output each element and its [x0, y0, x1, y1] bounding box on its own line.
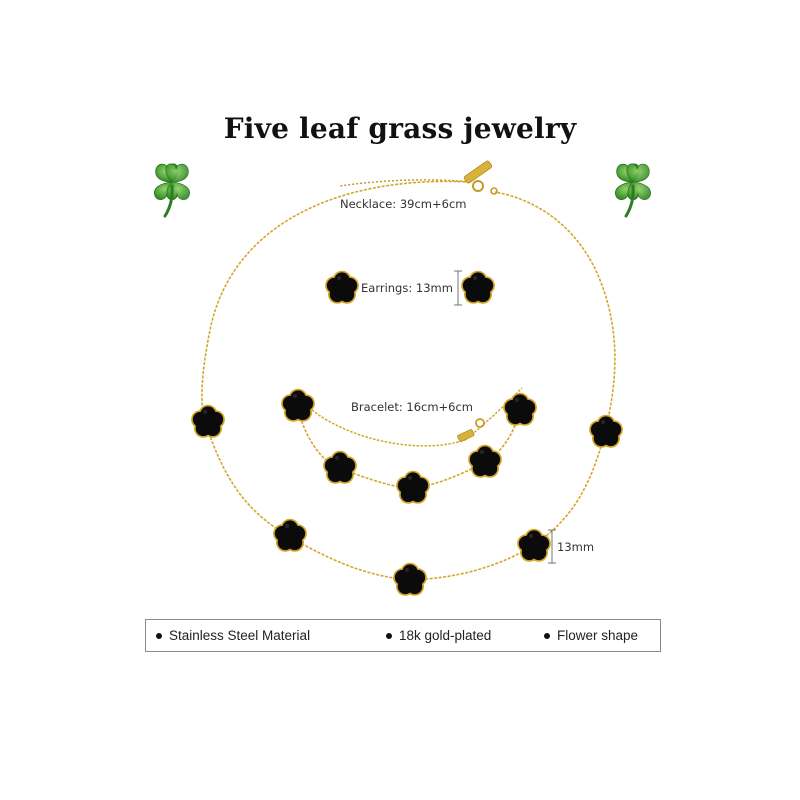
- feature-text: 18k gold-plated: [399, 628, 492, 643]
- earring-left: [325, 270, 359, 304]
- earring-right: [461, 270, 495, 304]
- earrings-label: Earrings: 13mm: [361, 281, 453, 295]
- necklace-chain: [201, 180, 616, 581]
- feature-item: Flower shape: [544, 628, 638, 643]
- bullet-icon: [386, 632, 392, 639]
- pendant-size-label: 13mm: [557, 540, 595, 554]
- necklace-flower-charm: [273, 518, 307, 552]
- features-bar: Stainless Steel Material 18k gold-plated…: [145, 619, 661, 652]
- feature-text: Stainless Steel Material: [169, 628, 311, 643]
- necklace-label: Necklace: 39cm+6cm: [340, 197, 467, 211]
- feature-item: 18k gold-plated: [386, 628, 491, 643]
- necklace-flower-charm: [191, 404, 225, 438]
- feature-text: Flower shape: [557, 628, 639, 643]
- bullet-icon: [544, 632, 550, 639]
- bracelet-flower-charm: [503, 392, 537, 426]
- four-leaf-clover-icon: [615, 163, 651, 218]
- necklace-flower-charm: [589, 414, 623, 448]
- bracelet-flower-charm: [281, 388, 315, 422]
- bracelet-flower-charm: [323, 450, 357, 484]
- four-leaf-clover-icon: [154, 163, 190, 218]
- bullet-icon: [156, 632, 162, 639]
- necklace-flower-charm: [517, 528, 551, 562]
- bracelet-flower-charm: [396, 470, 430, 504]
- bracelet-label: Bracelet: 16cm+6cm: [351, 400, 474, 414]
- feature-item: Stainless Steel Material: [156, 628, 310, 643]
- bracelet-flower-charm: [468, 444, 502, 478]
- necklace-flower-charm: [393, 562, 427, 596]
- page-title: Five leaf grass jewelry: [223, 112, 577, 145]
